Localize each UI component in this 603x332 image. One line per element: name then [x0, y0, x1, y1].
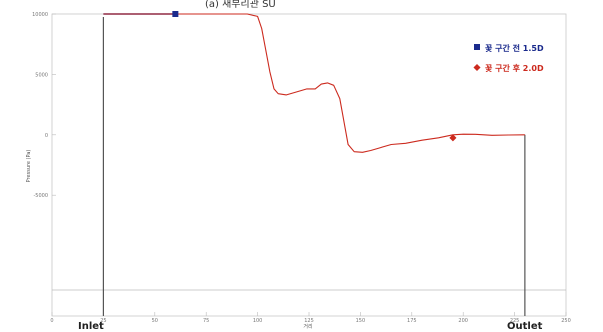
y-ticks: 10000 5000 0 -5000	[32, 12, 56, 199]
marker-group	[172, 11, 457, 142]
x-tick-label: 75	[203, 318, 209, 324]
y-tick-label: 5000	[35, 72, 48, 78]
legend-marker-1	[473, 63, 481, 72]
x-tick-label: 175	[407, 318, 417, 324]
plot-frame	[51, 13, 567, 317]
outlet-label: Outlet	[507, 321, 543, 332]
x-tick-label: 125	[304, 318, 314, 324]
x-axis-label: 거리	[303, 323, 312, 330]
legend-entry-1: 꽃 구간 후 2.0D	[485, 63, 544, 73]
x-tick-label: 25	[100, 318, 106, 324]
x-tick-label: 100	[253, 318, 263, 324]
series-group	[103, 13, 525, 153]
x-tick-label: 50	[152, 318, 158, 324]
data-marker-1	[449, 134, 457, 142]
x-tick-label: 150	[356, 318, 366, 324]
legend: 꽃 구간 전 1.5D 꽃 구간 후 2.0D	[473, 43, 544, 73]
x-ticks: 0 25 50 75 100 125 150 175 200 225 250	[50, 312, 571, 324]
inlet-label: Inlet	[78, 321, 104, 332]
y-tick-label: 10000	[32, 12, 48, 18]
data-marker-0	[172, 11, 179, 17]
legend-entry-0: 꽃 구간 전 1.5D	[485, 43, 544, 53]
x-tick-label: 225	[510, 318, 520, 324]
chart-title: (a) 새부리관 SU	[205, 0, 276, 10]
y-tick-label: -5000	[33, 193, 48, 199]
x-tick-label: 250	[561, 318, 571, 324]
y-axis-label: Pressure (Pa)	[26, 150, 32, 183]
series-line-1	[103, 13, 525, 153]
y-tick-label: 0	[45, 133, 48, 139]
x-tick-label: 0	[50, 318, 53, 324]
x-tick-label: 200	[458, 318, 468, 324]
legend-marker-0	[474, 44, 480, 50]
